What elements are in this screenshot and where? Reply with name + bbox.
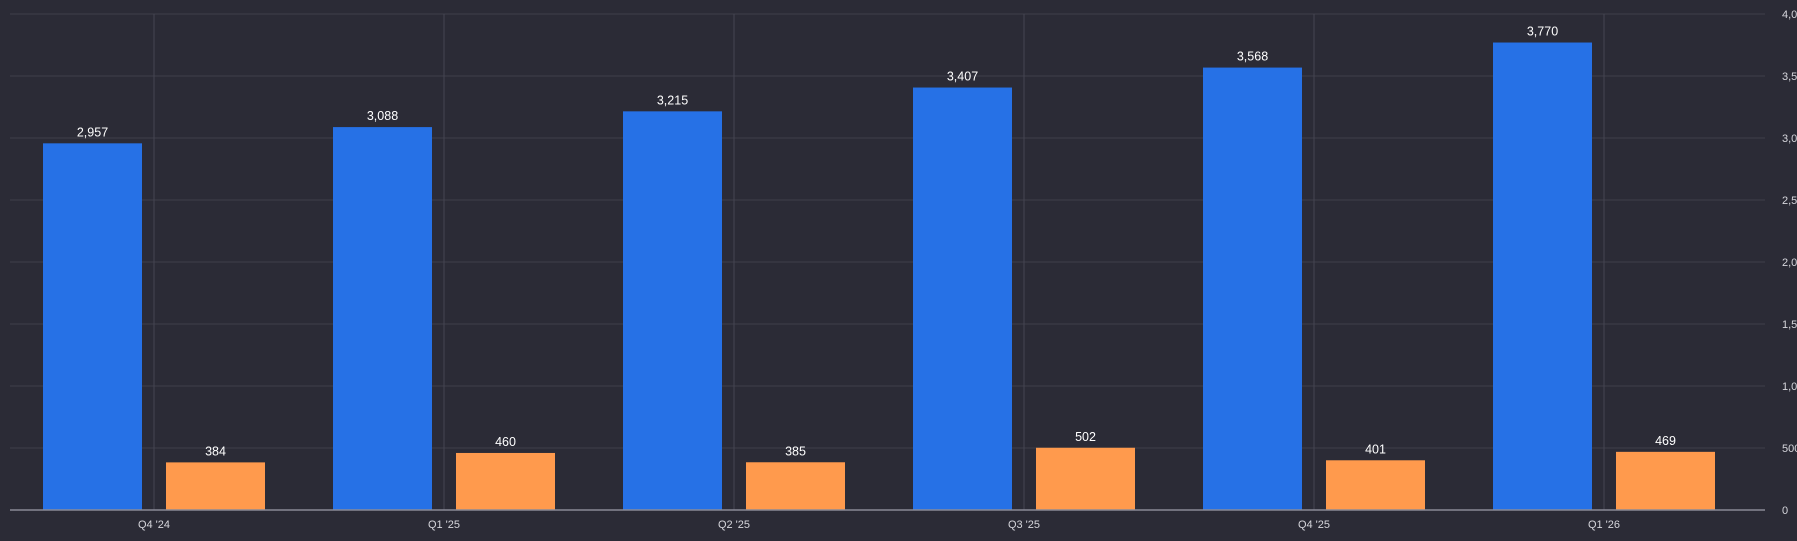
x-tick-label: Q2 '25 bbox=[718, 519, 750, 531]
y-tick-label: 2,500 bbox=[1782, 195, 1797, 207]
y-tick-label: 1,500 bbox=[1782, 319, 1797, 331]
bar-value-label: 401 bbox=[1365, 442, 1386, 456]
bar-series-1[interactable] bbox=[1493, 42, 1592, 511]
bar-value-label: 385 bbox=[785, 444, 806, 458]
bar-value-label: 384 bbox=[205, 444, 226, 458]
x-tick-label: Q4 '24 bbox=[138, 519, 170, 531]
x-tick-label: Q4 '25 bbox=[1298, 519, 1330, 531]
grid-layer bbox=[10, 13, 1765, 510]
bar-value-label: 3,568 bbox=[1237, 50, 1268, 64]
bar-series-2[interactable] bbox=[166, 462, 265, 510]
bar-value-label: 469 bbox=[1655, 434, 1676, 448]
y-tick-label: 2,000 bbox=[1782, 257, 1797, 269]
bar-series-1[interactable] bbox=[623, 111, 722, 510]
bar-value-label: 3,770 bbox=[1527, 25, 1558, 39]
bar-series-1[interactable] bbox=[43, 143, 142, 510]
bar-value-label: 460 bbox=[495, 435, 516, 449]
y-tick-label: 3,500 bbox=[1782, 71, 1797, 83]
bar-series-2[interactable] bbox=[746, 462, 845, 510]
bar-series-2[interactable] bbox=[1326, 460, 1425, 510]
y-tick-label: 4,000 bbox=[1782, 9, 1797, 21]
y-tick-label: 1,000 bbox=[1782, 381, 1797, 393]
bar-value-label: 3,215 bbox=[657, 93, 688, 107]
y-tick-label: 500 bbox=[1782, 443, 1797, 455]
bar-series-2[interactable] bbox=[1616, 451, 1715, 510]
bar-value-label: 502 bbox=[1075, 430, 1096, 444]
bar-value-label: 2,957 bbox=[77, 125, 108, 139]
x-tick-label: Q3 '25 bbox=[1008, 519, 1040, 531]
bar-series-2[interactable] bbox=[1036, 447, 1135, 510]
y-tick-label: 3,000 bbox=[1782, 133, 1797, 145]
bar-series-1[interactable] bbox=[913, 87, 1012, 511]
bar-series-1[interactable] bbox=[1203, 67, 1302, 511]
bar-series-1[interactable] bbox=[333, 127, 432, 510]
bar-series-2[interactable] bbox=[456, 452, 555, 510]
x-tick-label: Q1 '25 bbox=[428, 519, 460, 531]
bar-value-label: 3,088 bbox=[367, 109, 398, 123]
data-labels-layer: 2,957 3,088 3,215 3,407 3,568 3,770 384 460 385 5… bbox=[77, 25, 1676, 459]
x-tick-label: Q1 '26 bbox=[1588, 519, 1620, 531]
bar-value-label: 3,407 bbox=[947, 70, 978, 84]
y-tick-label: 0 bbox=[1782, 505, 1788, 517]
axis-layer: 0 500 1,000 1,500 2,000 2,500 3,000 3,500 4,000 Q… bbox=[10, 9, 1797, 531]
bars-layer bbox=[43, 42, 1715, 511]
